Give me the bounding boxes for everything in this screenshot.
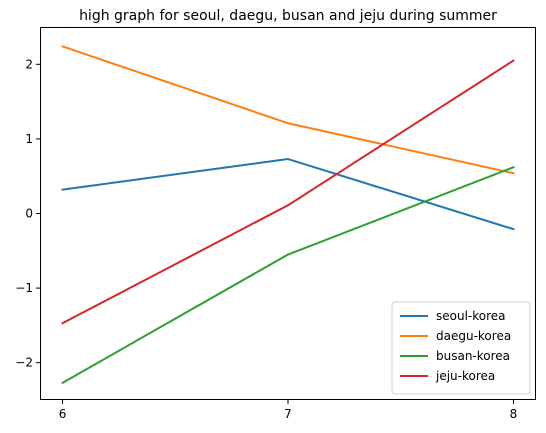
series-line-busan-korea <box>61 165 515 385</box>
legend: seoul-korea daegu-korea busan-korea jeju-ko… <box>391 301 531 395</box>
x-tick-label: 7 <box>284 407 292 421</box>
y-tick-label: 0 <box>25 207 33 221</box>
series-layer <box>61 45 515 385</box>
y-axis: −2 −1 0 1 2 <box>15 57 40 370</box>
series-line-seoul-korea <box>61 158 515 231</box>
y-tick-label: 2 <box>25 57 33 71</box>
x-axis: 6 7 8 <box>59 400 518 421</box>
series-line-jeju-korea <box>61 59 515 325</box>
x-tick-label: 8 <box>510 407 518 421</box>
legend-box <box>391 301 531 395</box>
legend-label: busan-korea <box>436 349 510 363</box>
series-line-daegu-korea <box>61 45 515 175</box>
axes-frame <box>40 27 536 400</box>
x-tick-label: 6 <box>59 407 67 421</box>
y-tick-label: −1 <box>15 281 33 295</box>
chart-title: high graph for seoul, daegu, busan and j… <box>79 8 497 24</box>
y-tick-label: 1 <box>25 132 33 146</box>
y-tick-label: −2 <box>15 356 33 370</box>
legend-label: daegu-korea <box>436 329 511 343</box>
legend-label: seoul-korea <box>436 309 506 323</box>
legend-label: jeju-korea <box>435 369 495 383</box>
